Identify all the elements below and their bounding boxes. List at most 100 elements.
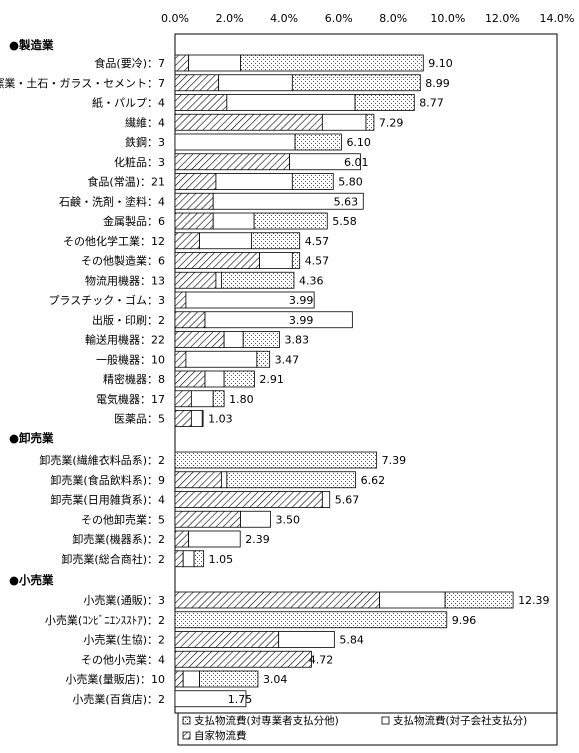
- group-header: ●卸売業: [9, 431, 54, 445]
- bar-segment: [259, 252, 293, 269]
- legend-swatch: [182, 716, 191, 725]
- data-label: 8.99: [425, 77, 450, 90]
- bar-segment: [174, 331, 225, 348]
- category-label: 食品(要冷)：7: [94, 56, 165, 70]
- data-label: 5.63: [334, 195, 359, 208]
- data-label: 7.29: [379, 116, 404, 129]
- bar-segment: [253, 212, 328, 230]
- bar-segment: [242, 331, 280, 348]
- category-label: 小売業(通販)：3: [83, 594, 165, 607]
- bar-segment: [185, 350, 258, 368]
- bar-segment: [174, 133, 296, 151]
- bar-segment: [174, 173, 217, 190]
- data-label: 9.10: [428, 57, 453, 70]
- data-label: 1.80: [229, 393, 254, 406]
- data-label: 1.05: [209, 553, 234, 566]
- bar-segment: [204, 311, 353, 329]
- bar-segment: [174, 252, 260, 269]
- x-tick-label: 10.0%: [430, 12, 465, 25]
- bar-segment: [174, 510, 241, 528]
- bar-segment: [174, 631, 280, 648]
- bar-segment: [218, 74, 293, 92]
- bar-segment: [379, 591, 446, 609]
- bar-segment: [444, 591, 514, 609]
- data-label: 2.91: [259, 373, 284, 386]
- x-tick-label: 6.0%: [325, 12, 353, 25]
- x-tick-label: 4.0%: [270, 12, 298, 25]
- data-label: 4.36: [299, 274, 324, 287]
- bar-segment: [250, 232, 301, 250]
- legend-swatch: [182, 731, 191, 740]
- bar-segment: [174, 311, 206, 329]
- bar-segment: [174, 650, 312, 668]
- data-label: 5.67: [335, 494, 360, 507]
- bar-segment: [174, 192, 214, 210]
- bar-segment: [201, 410, 204, 427]
- group-header: ●小売業: [9, 573, 54, 587]
- bar-segment: [174, 212, 214, 230]
- bar-segment: [174, 350, 187, 368]
- bar-segment: [215, 173, 293, 190]
- category-label: 小売業(生協)：2: [83, 633, 165, 647]
- bar-segment: [240, 54, 424, 72]
- category-label: 石鹸・洗剤・塗料：4: [59, 194, 165, 208]
- bar-segment: [212, 192, 364, 210]
- bar-segment: [174, 74, 220, 92]
- bar-segment: [174, 491, 323, 508]
- data-label: 3.50: [276, 513, 301, 526]
- legend-swatch: [381, 716, 390, 725]
- category-label: 繊維：4: [125, 116, 165, 129]
- bar-segment: [223, 370, 255, 388]
- bar-segment: [289, 153, 361, 171]
- bar-segment: [174, 471, 222, 489]
- bar-segment: [291, 252, 301, 269]
- data-label: 5.58: [332, 215, 357, 228]
- category-label: 食品(常温)：21: [87, 175, 165, 189]
- category-label: 医薬品：5: [114, 413, 165, 426]
- bar-segment: [199, 670, 259, 688]
- category-label: 小売業(百貨店)：2: [72, 692, 165, 706]
- category-label: 小売業(量販店)：10: [65, 672, 165, 686]
- bar-segment: [212, 212, 255, 230]
- category-label: 小売業(ｺﾝﾋﾞﾆｴﾝｽｽﾄｱ)：2: [45, 614, 165, 627]
- category-label: 卸売業(総合商社)：2: [61, 552, 165, 566]
- group-header: ●製造業: [9, 38, 54, 52]
- bar-segment: [174, 271, 217, 289]
- bar-segment: [174, 113, 323, 131]
- category-label: 窯業・土石・ガラス・セメント：7: [0, 76, 165, 90]
- category-label: 一般機器：10: [96, 352, 165, 366]
- bar-segment: [321, 113, 367, 131]
- legend-entry: 支払物流費(対専業者支払分他): [194, 714, 339, 727]
- category-label: 精密機器：8: [103, 372, 165, 386]
- category-label: 化粧品：3: [114, 155, 165, 169]
- bar-segment: [174, 94, 228, 111]
- category-label: 卸売業(機器系)：2: [72, 532, 165, 546]
- bar-segment: [174, 370, 206, 388]
- category-label: 金属製品：6: [103, 214, 165, 228]
- bar-segment: [174, 54, 190, 72]
- bar-segment: [174, 530, 190, 548]
- x-tick-label: 0.0%: [161, 12, 189, 25]
- bar-segment: [190, 390, 214, 408]
- category-label: プラスチック・ゴム：3: [48, 293, 165, 307]
- data-label: 6.62: [361, 474, 386, 487]
- bar-segment: [174, 291, 187, 309]
- category-label: その他小売業：4: [81, 653, 165, 666]
- x-axis-ticks: 0.0% 2.0% 4.0% 6.0% 8.0% 10.0% 12.0% 14.0%: [161, 12, 574, 25]
- x-tick-label: 8.0%: [379, 12, 407, 25]
- category-label: 卸売業(食品飲料系)：9: [50, 473, 165, 487]
- bar-segment: [365, 113, 375, 131]
- x-tick-label: 12.0%: [485, 12, 520, 25]
- category-label: 輸送用機器：22: [85, 333, 165, 347]
- category-label: 卸売業(日用雑貨系)：4: [50, 493, 165, 507]
- data-label: 3.99: [289, 314, 314, 327]
- category-label: 出版・印刷：2: [92, 313, 165, 327]
- category-label: 卸売業(繊維衣料品系)：2: [39, 453, 165, 467]
- category-label: 物流用機器：13: [85, 273, 165, 287]
- bar-segment: [182, 670, 200, 688]
- bar-segment: [182, 550, 195, 568]
- bar-segment: [220, 271, 295, 289]
- bar-segment: [220, 471, 228, 489]
